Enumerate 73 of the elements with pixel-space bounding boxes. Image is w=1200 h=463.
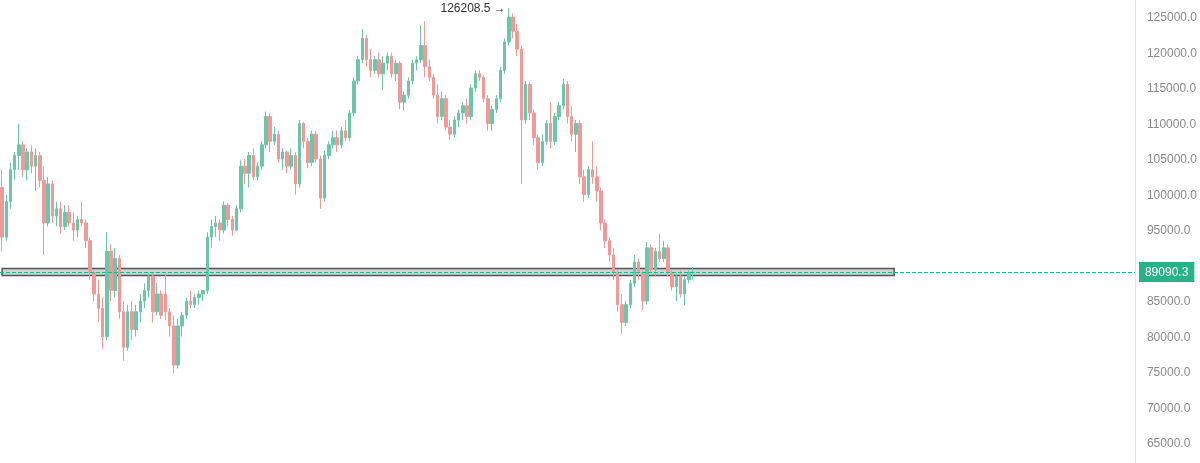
candlestick [222,201,226,235]
candlestick [76,215,79,238]
candlestick [268,112,272,153]
candlestick [645,241,649,306]
ref-line-label: 89090.3 [1144,265,1189,280]
candlestick [126,304,129,352]
candlestick [423,20,427,78]
candlestick [273,126,276,146]
candlestick [21,140,25,178]
candlestick [281,147,284,171]
candlestick [524,80,527,125]
candlestick [285,150,289,174]
candlestick [151,272,155,323]
candlestick [243,158,247,185]
candlestick [46,176,50,228]
candlestick [398,60,402,110]
y-tick-label: 85000.0 [1146,294,1191,309]
candlestick [294,151,297,196]
candlestick [30,144,33,174]
candlestick [105,231,109,341]
candlestick [641,268,645,311]
candlestick [649,243,653,274]
candlestick [130,300,134,341]
candlestick [55,201,58,228]
y-tick-label: 80000.0 [1146,329,1191,344]
candlestick [675,272,678,302]
candlestick [658,233,661,263]
y-tick-label: 115000.0 [1146,81,1197,96]
candlestick [289,147,293,171]
y-tick-label: 95000.0 [1146,223,1191,238]
y-tick-label: 70000.0 [1146,400,1191,415]
candlestick [549,101,552,149]
candlestick [310,130,314,167]
candlestick [298,119,301,188]
candlestick [394,59,398,82]
y-tick-label: 105000.0 [1146,152,1198,167]
candlestick [63,204,67,231]
candlestick [335,130,339,153]
candlestick [440,91,444,121]
candlestick [377,52,381,78]
candlestick [277,130,280,164]
candlestick [587,165,590,199]
y-tick-label: 100000.0 [1146,187,1198,202]
candlestick [465,98,469,125]
candlestick [679,268,682,299]
candlestick [189,289,192,309]
candlestick [662,240,666,263]
y-tick-label: 120000.0 [1146,45,1198,60]
candlestick [574,119,578,153]
annotation: 126208.5 → [440,1,506,16]
y-tick-label: 125000.0 [1146,10,1198,25]
candlestick [34,147,37,192]
candlestick [113,247,117,299]
candlestick [197,289,201,306]
candlestick [252,147,255,181]
candlestick [109,243,113,302]
candlestick [155,282,159,316]
candlestick [381,55,385,91]
candlestick [218,218,222,242]
y-tick-label: 75000.0 [1146,365,1191,380]
candlestick [373,55,377,75]
candlestick [344,119,347,142]
candlestick [59,201,62,235]
candlestick [390,52,393,78]
candlestick [25,147,29,181]
candlestick [51,179,54,224]
candlestick [637,257,640,281]
candlestick [247,151,251,188]
candlestick [654,247,657,277]
candlestick [340,126,343,149]
y-tick-label: 110000.0 [1146,116,1197,131]
y-tick-label: 65000.0 [1146,436,1191,451]
candlestick [0,169,4,252]
